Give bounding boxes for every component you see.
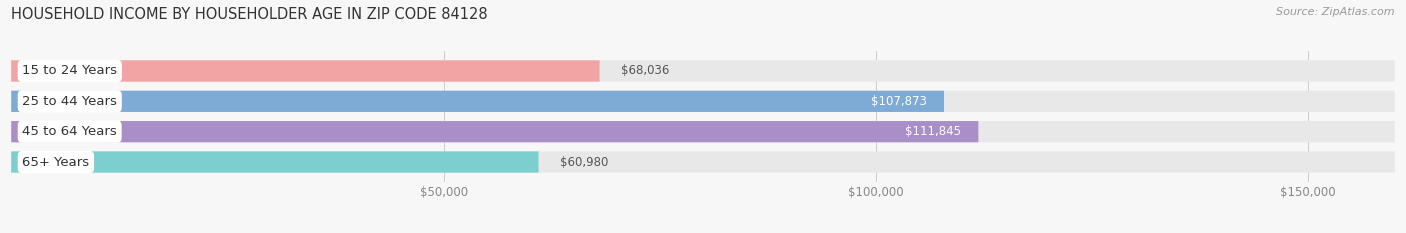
FancyBboxPatch shape bbox=[11, 91, 943, 112]
Text: $60,980: $60,980 bbox=[560, 155, 609, 168]
FancyBboxPatch shape bbox=[11, 60, 1395, 82]
Text: Source: ZipAtlas.com: Source: ZipAtlas.com bbox=[1277, 7, 1395, 17]
FancyBboxPatch shape bbox=[11, 60, 599, 82]
Text: $68,036: $68,036 bbox=[621, 65, 669, 78]
Text: HOUSEHOLD INCOME BY HOUSEHOLDER AGE IN ZIP CODE 84128: HOUSEHOLD INCOME BY HOUSEHOLDER AGE IN Z… bbox=[11, 7, 488, 22]
Text: 45 to 64 Years: 45 to 64 Years bbox=[22, 125, 117, 138]
Text: $107,873: $107,873 bbox=[870, 95, 927, 108]
FancyBboxPatch shape bbox=[11, 121, 1395, 142]
Text: 15 to 24 Years: 15 to 24 Years bbox=[22, 65, 117, 78]
Text: 25 to 44 Years: 25 to 44 Years bbox=[22, 95, 117, 108]
FancyBboxPatch shape bbox=[11, 151, 1395, 173]
Text: 65+ Years: 65+ Years bbox=[22, 155, 90, 168]
FancyBboxPatch shape bbox=[11, 91, 1395, 112]
FancyBboxPatch shape bbox=[11, 151, 538, 173]
Text: $111,845: $111,845 bbox=[905, 125, 962, 138]
FancyBboxPatch shape bbox=[11, 121, 979, 142]
